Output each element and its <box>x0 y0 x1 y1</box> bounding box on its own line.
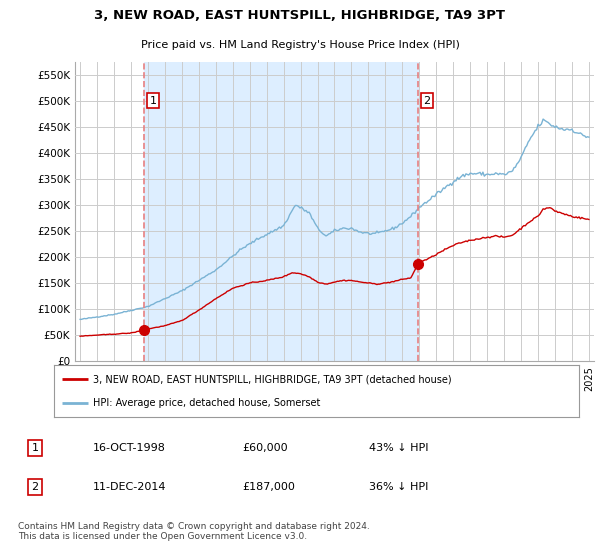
Text: Price paid vs. HM Land Registry's House Price Index (HPI): Price paid vs. HM Land Registry's House … <box>140 40 460 50</box>
Text: 2: 2 <box>31 482 38 492</box>
Text: £60,000: £60,000 <box>242 443 288 453</box>
Text: 1: 1 <box>32 443 38 453</box>
Text: £187,000: £187,000 <box>242 482 295 492</box>
Text: Contains HM Land Registry data © Crown copyright and database right 2024.
This d: Contains HM Land Registry data © Crown c… <box>18 522 370 542</box>
Text: 16-OCT-1998: 16-OCT-1998 <box>92 443 166 453</box>
Bar <box>145 62 418 361</box>
Text: 11-DEC-2014: 11-DEC-2014 <box>92 482 166 492</box>
Text: 36% ↓ HPI: 36% ↓ HPI <box>369 482 428 492</box>
Text: HPI: Average price, detached house, Somerset: HPI: Average price, detached house, Some… <box>94 398 321 408</box>
Text: 2: 2 <box>424 96 430 106</box>
Text: 3, NEW ROAD, EAST HUNTSPILL, HIGHBRIDGE, TA9 3PT: 3, NEW ROAD, EAST HUNTSPILL, HIGHBRIDGE,… <box>95 10 505 22</box>
Text: 1: 1 <box>149 96 157 106</box>
Text: 3, NEW ROAD, EAST HUNTSPILL, HIGHBRIDGE, TA9 3PT (detached house): 3, NEW ROAD, EAST HUNTSPILL, HIGHBRIDGE,… <box>94 374 452 384</box>
Text: 43% ↓ HPI: 43% ↓ HPI <box>369 443 428 453</box>
